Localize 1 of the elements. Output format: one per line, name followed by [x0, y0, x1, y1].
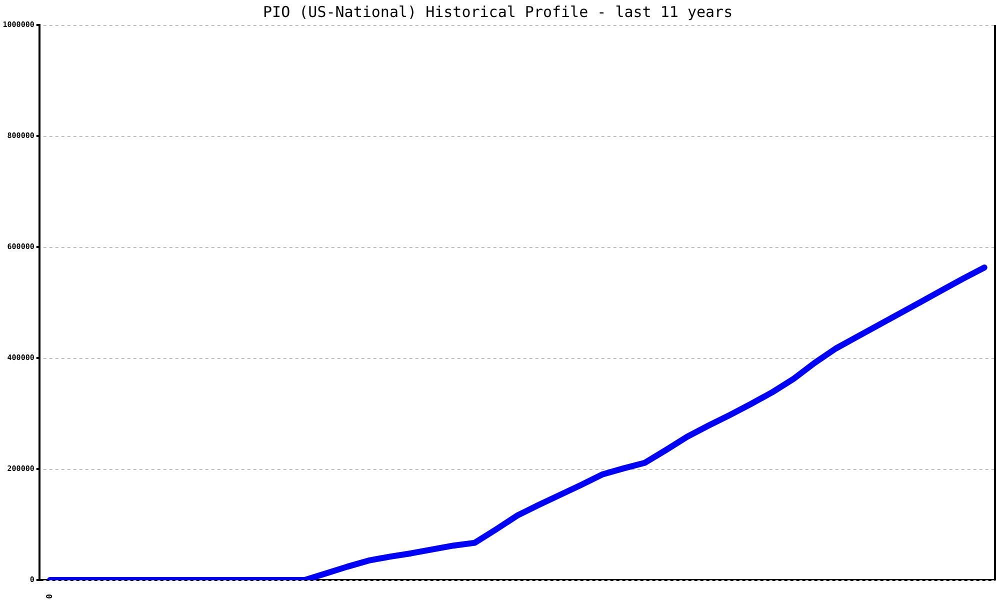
chart-title: PIO (US-National) Historical Profile - last 11 years: [263, 2, 733, 21]
